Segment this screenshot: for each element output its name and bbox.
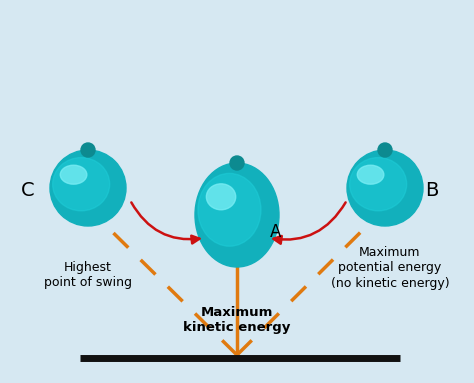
Text: C: C — [21, 180, 35, 200]
Ellipse shape — [357, 165, 384, 184]
Text: Highest
point of swing: Highest point of swing — [44, 261, 132, 289]
Circle shape — [230, 156, 244, 170]
Ellipse shape — [53, 157, 109, 211]
Ellipse shape — [60, 165, 87, 184]
Ellipse shape — [350, 157, 407, 211]
Ellipse shape — [195, 163, 279, 267]
Text: Maximum
kinetic energy: Maximum kinetic energy — [183, 306, 291, 334]
Text: A: A — [270, 223, 282, 241]
Ellipse shape — [349, 184, 421, 201]
Ellipse shape — [347, 150, 423, 226]
Circle shape — [81, 143, 95, 157]
Text: Maximum
potential energy
(no kinetic energy): Maximum potential energy (no kinetic ene… — [331, 247, 449, 290]
Ellipse shape — [198, 173, 261, 246]
Ellipse shape — [197, 210, 277, 233]
Ellipse shape — [50, 150, 126, 226]
Ellipse shape — [206, 184, 236, 210]
Ellipse shape — [52, 184, 124, 201]
Text: B: B — [425, 180, 439, 200]
Circle shape — [378, 143, 392, 157]
